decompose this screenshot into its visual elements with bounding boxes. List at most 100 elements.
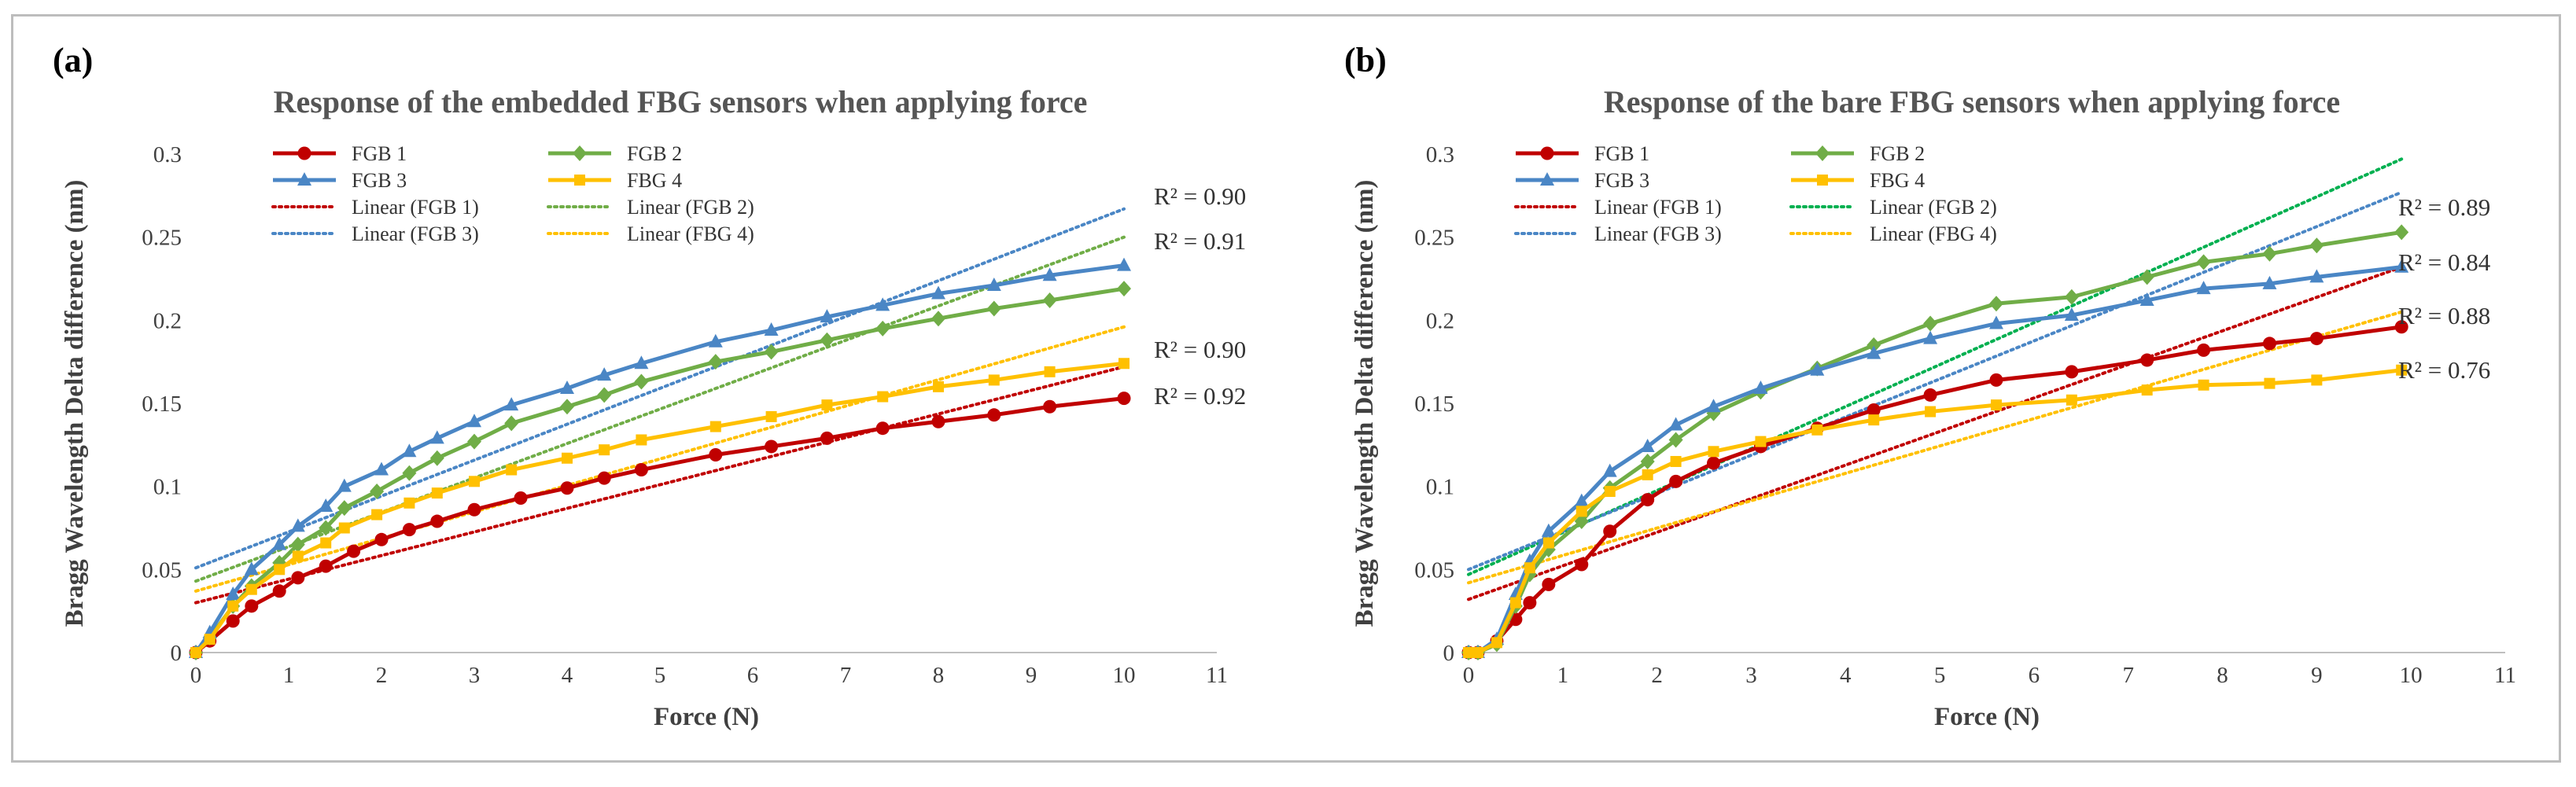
data-point: [2066, 394, 2077, 406]
data-point: [1491, 637, 1502, 649]
data-point: [560, 380, 574, 394]
data-point: [274, 564, 286, 576]
series-group: [189, 281, 1131, 660]
data-point: [245, 583, 257, 595]
data-point: [1043, 399, 1057, 414]
r-squared-label: R² = 0.84: [2398, 248, 2491, 276]
x-tick-label: 1: [1557, 663, 1569, 688]
data-point: [1706, 399, 1721, 413]
data-point: [1669, 474, 1683, 488]
data-point: [1867, 345, 1881, 359]
data-point: [1923, 330, 1938, 344]
r-squared-label: R² = 0.89: [2398, 193, 2490, 221]
data-point: [1463, 647, 1474, 658]
data-point: [1708, 446, 1719, 458]
data-point: [2262, 336, 2276, 351]
legend-marker: [1540, 146, 1554, 160]
legend-marker: [297, 146, 311, 160]
y-tick-label: 0.25: [1414, 226, 1454, 251]
legend-marker: [573, 145, 587, 161]
data-point: [709, 421, 721, 432]
data-point: [875, 297, 890, 311]
trendline: [1467, 190, 2404, 572]
data-point: [1988, 296, 2003, 312]
data-point: [1604, 486, 1616, 498]
r-squared-label: R² = 0.88: [2398, 302, 2490, 329]
data-point: [986, 277, 1001, 291]
data-point: [1042, 292, 1057, 308]
chart-title: Response of the embedded FBG sensors whe…: [274, 84, 1088, 120]
data-point: [467, 502, 481, 517]
x-tick-label: 10: [2400, 663, 2423, 688]
data-point: [1118, 358, 1130, 370]
legend-marker: [1817, 175, 1828, 186]
data-point: [244, 561, 259, 576]
data-point: [1117, 257, 1131, 271]
data-point: [764, 322, 779, 336]
legend-label: Linear (FGB 2): [1870, 196, 1997, 219]
x-tick-label: 1: [283, 663, 295, 688]
y-tick-label: 0.1: [1426, 475, 1454, 500]
y-tick-label: 0.3: [153, 142, 182, 167]
data-point: [1542, 577, 1556, 591]
data-point: [1603, 524, 1617, 539]
legend-label: FGB 2: [627, 142, 682, 165]
y-tick-label: 0.15: [142, 392, 182, 417]
data-point: [987, 408, 1001, 422]
data-point: [597, 471, 611, 485]
x-tick-label: 7: [840, 663, 852, 688]
data-point: [370, 484, 385, 500]
data-point: [226, 614, 240, 628]
x-tick-label: 8: [2217, 663, 2228, 688]
legend-label: FBG 4: [1870, 169, 1925, 192]
legend-marker: [574, 175, 585, 186]
trendline: [1467, 310, 2404, 585]
data-point: [1642, 469, 1653, 480]
series-line: [194, 361, 1125, 654]
data-point: [1640, 453, 1655, 469]
data-point: [504, 397, 519, 411]
legend-label: FGB 3: [352, 169, 407, 192]
data-point: [467, 433, 481, 450]
data-point: [227, 600, 239, 612]
x-tick-label: 8: [933, 663, 945, 688]
data-point: [1668, 432, 1683, 448]
x-tick-label: 4: [562, 663, 573, 688]
legend-label: FGB 1: [1594, 142, 1649, 165]
data-point: [429, 450, 444, 466]
data-point: [986, 300, 1001, 317]
data-point: [291, 571, 305, 585]
x-tick-label: 0: [1463, 663, 1475, 688]
x-tick-label: 6: [747, 663, 759, 688]
data-point: [634, 355, 649, 370]
r-squared-label: R² = 0.92: [1154, 382, 1246, 410]
data-point: [709, 448, 723, 462]
data-point: [988, 374, 1000, 386]
data-point: [562, 452, 573, 464]
data-point: [1811, 424, 1823, 436]
data-point: [319, 520, 334, 536]
data-point: [245, 599, 259, 613]
data-point: [634, 463, 648, 477]
data-point: [467, 414, 481, 428]
data-point: [371, 509, 383, 520]
data-point: [337, 478, 352, 492]
x-tick-label: 4: [1840, 663, 1852, 688]
data-point: [1990, 399, 2002, 411]
x-tick-label: 2: [376, 663, 388, 688]
data-point: [599, 444, 610, 456]
data-point: [1042, 267, 1057, 281]
y-tick-label: 0.25: [142, 226, 182, 251]
chart-panel-a: (a) Response of the embedded FBG sensors …: [53, 41, 1246, 731]
y-tick-label: 0.3: [1426, 142, 1454, 167]
y-tick-label: 0: [171, 641, 182, 666]
data-point: [821, 399, 833, 411]
y-tick-label: 0.15: [1414, 392, 1454, 417]
data-point: [337, 500, 352, 517]
data-point: [402, 443, 417, 458]
data-point: [320, 537, 332, 549]
data-point: [431, 487, 443, 499]
legend-label: FGB 1: [352, 142, 407, 165]
y-tick-label: 0.05: [1414, 557, 1454, 583]
data-point: [2196, 281, 2211, 295]
